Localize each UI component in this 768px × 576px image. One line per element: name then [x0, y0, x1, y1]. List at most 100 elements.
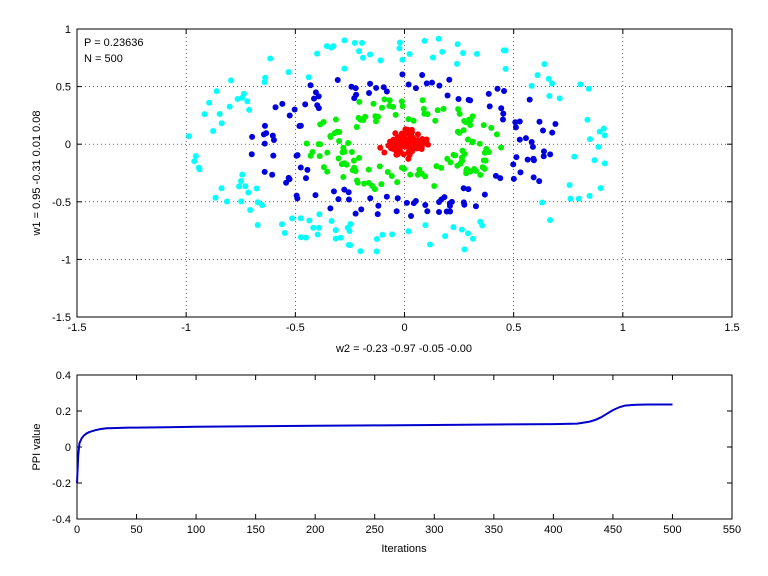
scatter-point — [461, 150, 468, 157]
scatter-point — [236, 183, 243, 190]
scatter-point — [405, 228, 412, 235]
scatter-point — [393, 208, 400, 215]
scatter-point — [530, 174, 537, 181]
scatter-point — [556, 95, 563, 102]
scatter-point — [549, 80, 556, 87]
scatter-point — [441, 194, 448, 201]
scatter-point — [500, 110, 507, 117]
scatter-point — [461, 246, 468, 253]
scatter-point — [452, 152, 459, 159]
scatter-xlabel: w2 = -0.23 -0.97 -0.05 -0.00 — [335, 343, 472, 355]
scatter-point — [424, 208, 431, 215]
scatter-point — [460, 50, 467, 57]
scatter-point — [374, 113, 381, 120]
scatter-point — [297, 122, 304, 129]
scatter-point — [435, 35, 442, 42]
scatter-point — [270, 152, 277, 159]
y-tick-label: 0.4 — [56, 370, 71, 382]
scatter-point — [522, 135, 529, 142]
scatter-point — [571, 153, 578, 160]
scatter-point — [396, 45, 403, 52]
scatter-point — [310, 224, 317, 231]
scatter-point — [386, 97, 393, 104]
scatter-point — [399, 71, 406, 78]
scatter-point — [185, 133, 192, 140]
scatter-point — [332, 235, 339, 242]
scatter-point — [600, 125, 607, 132]
line-ylabel: PPI value — [31, 423, 43, 470]
scatter-point — [297, 234, 304, 241]
scatter-point — [336, 129, 343, 136]
scatter-points — [185, 35, 608, 255]
scatter-point — [212, 194, 219, 201]
scatter-point — [245, 189, 252, 196]
scatter-point — [402, 126, 409, 133]
scatter-point — [485, 90, 492, 97]
scatter-point — [455, 106, 462, 113]
scatter-point — [357, 248, 364, 255]
scatter-point — [476, 140, 483, 147]
x-tick-label: 0 — [74, 524, 80, 536]
scatter-point — [383, 193, 390, 200]
scatter-point — [379, 104, 386, 111]
scatter-point — [414, 137, 421, 144]
scatter-point — [341, 65, 348, 72]
scatter-point — [206, 99, 213, 106]
scatter-grid — [77, 29, 732, 317]
scatter-point — [315, 93, 322, 100]
scatter-point — [312, 192, 319, 199]
line-xlabel: Iterations — [381, 543, 427, 555]
scatter-point — [223, 198, 230, 205]
scatter-point — [454, 162, 461, 169]
scatter-point — [353, 123, 360, 130]
scatter-point — [530, 157, 537, 164]
scatter-point — [337, 234, 344, 241]
scatter-point — [279, 100, 286, 107]
scatter-point — [370, 100, 377, 107]
scatter-point — [422, 222, 429, 229]
ppi-line-plot: 0 50 100 150 200 250 300 350 400 450 500 550 -0.4 -0.… — [31, 370, 741, 555]
scatter-point — [502, 47, 509, 54]
scatter-point — [566, 181, 573, 188]
scatter-point — [454, 41, 461, 48]
scatter-point — [485, 149, 492, 156]
scatter-point — [228, 77, 235, 84]
scatter-point — [453, 60, 460, 67]
y-tick-label: 0.5 — [56, 82, 71, 94]
scatter-point — [377, 144, 384, 151]
scatter-point — [317, 121, 324, 128]
scatter-point — [373, 248, 380, 255]
x-tick-label: 100 — [187, 524, 205, 536]
scatter-point — [367, 195, 374, 202]
scatter-point — [226, 103, 233, 110]
scatter-point — [401, 165, 408, 172]
annotation-p: P = 0.23636 — [84, 37, 143, 49]
scatter-point — [420, 105, 427, 112]
scatter-point — [586, 136, 593, 143]
scatter-point — [423, 80, 430, 87]
x-tick-label: 250 — [366, 524, 384, 536]
scatter-point — [341, 186, 348, 193]
scatter-point — [479, 164, 486, 171]
scatter-point — [384, 168, 391, 175]
scatter-point — [512, 119, 519, 126]
scatter-point — [540, 153, 547, 160]
scatter-point — [406, 51, 413, 58]
scatter-point — [528, 82, 535, 89]
scatter-point — [261, 79, 268, 86]
scatter-point — [407, 171, 414, 178]
scatter-point — [429, 79, 436, 86]
scatter-point — [410, 117, 417, 124]
scatter-point — [335, 155, 342, 162]
scatter-point — [345, 196, 352, 203]
scatter-point — [586, 192, 593, 199]
scatter-point — [332, 227, 339, 234]
scatter-point — [394, 179, 401, 186]
scatter-point — [394, 135, 401, 142]
scatter-point — [351, 39, 358, 46]
scatter-point — [373, 84, 380, 91]
scatter-point — [316, 153, 323, 160]
scatter-point — [524, 156, 531, 163]
x-tick-label: 150 — [246, 524, 264, 536]
